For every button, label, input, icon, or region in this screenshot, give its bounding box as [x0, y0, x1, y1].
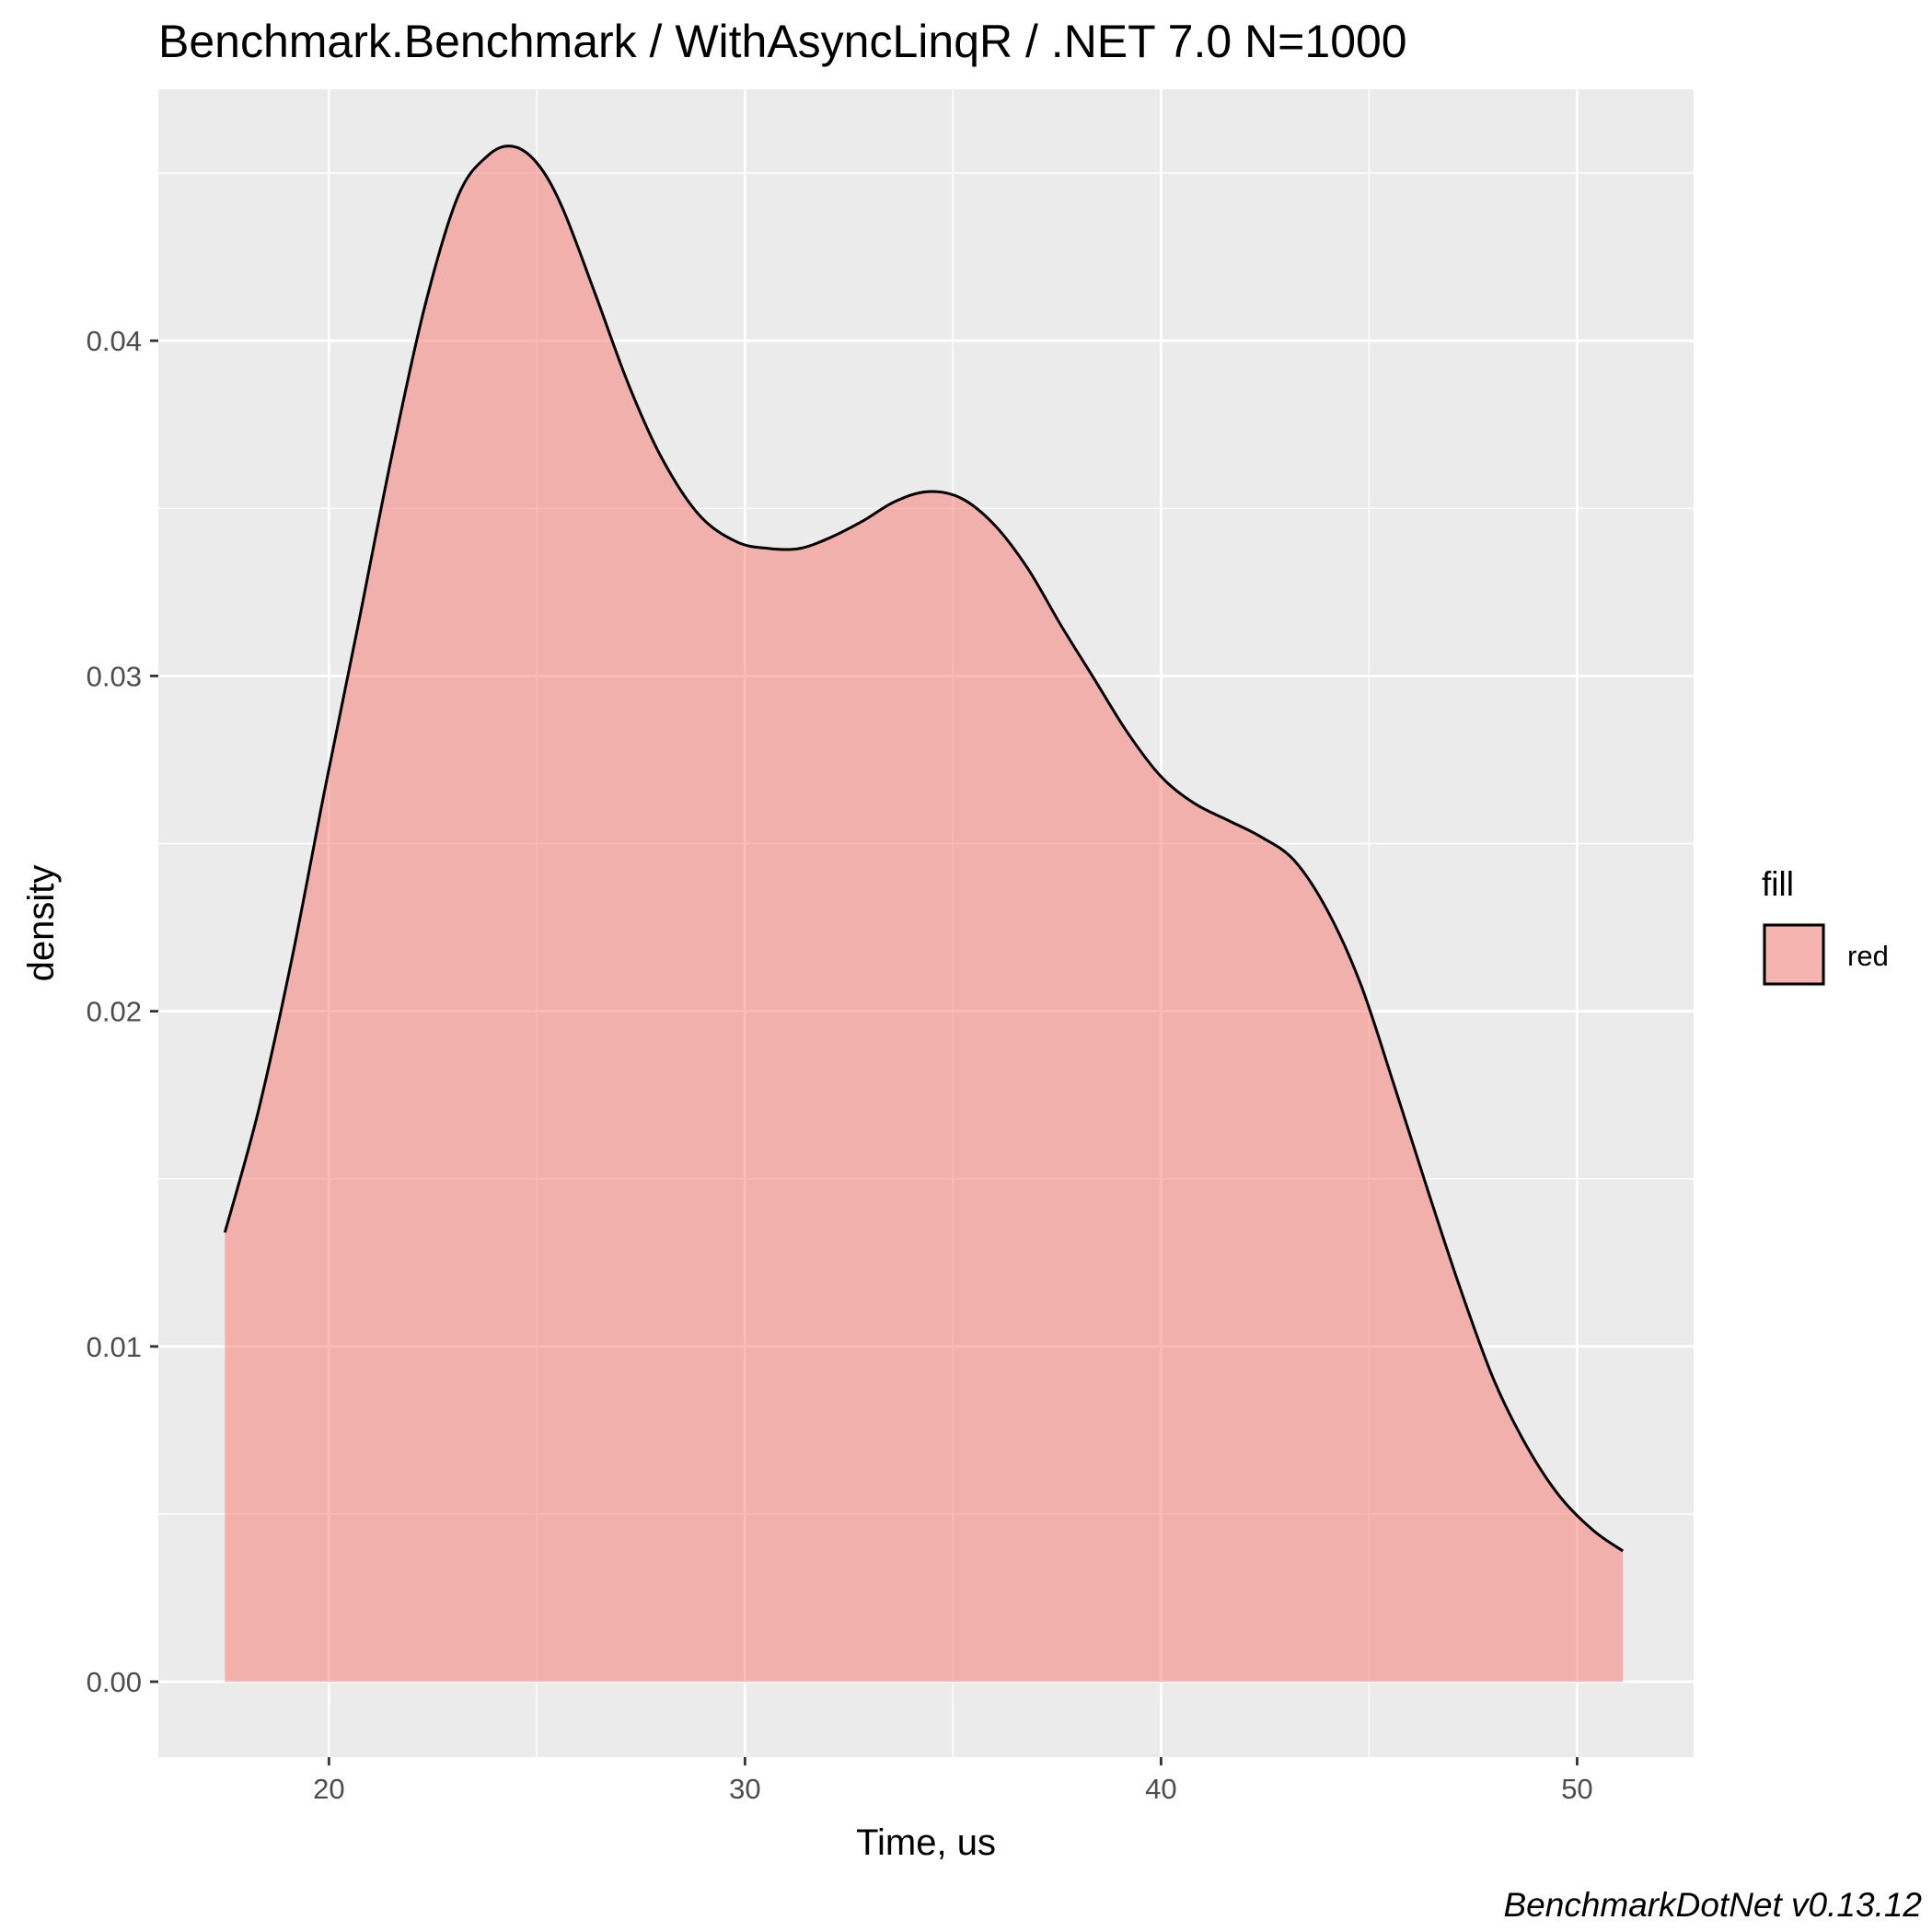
- chart-caption: BenchmarkDotNet v0.13.12: [1503, 1886, 1922, 1924]
- y-tick-label: 0.02: [87, 996, 142, 1028]
- y-tick-label: 0.03: [87, 660, 142, 692]
- legend: fill red: [1762, 865, 1889, 987]
- density-line: [223, 145, 1625, 1553]
- x-tick-label: 50: [1561, 1773, 1592, 1805]
- legend-label-red: red: [1847, 940, 1889, 972]
- legend-title: fill: [1762, 865, 1794, 903]
- y-tick-label: 0.04: [87, 325, 142, 357]
- x-tick-label: 40: [1145, 1773, 1176, 1805]
- legend-key-red: [1763, 923, 1825, 986]
- x-tick-label: 20: [313, 1773, 344, 1805]
- chart-title: Benchmark.Benchmark / WithAsyncLinqR / .…: [158, 16, 1407, 67]
- density-layer: [223, 145, 1625, 1683]
- y-axis-title: density: [21, 865, 62, 982]
- y-tick-label: 0.00: [87, 1666, 142, 1698]
- x-axis-title: Time, us: [856, 1822, 996, 1863]
- y-axis: 0.00 0.01 0.02 0.03 0.04: [87, 325, 158, 1698]
- x-axis: 20 30 40 50: [313, 1757, 1593, 1805]
- x-tick-label: 30: [729, 1773, 760, 1805]
- y-tick-label: 0.01: [87, 1331, 142, 1363]
- density-area: [225, 145, 1624, 1683]
